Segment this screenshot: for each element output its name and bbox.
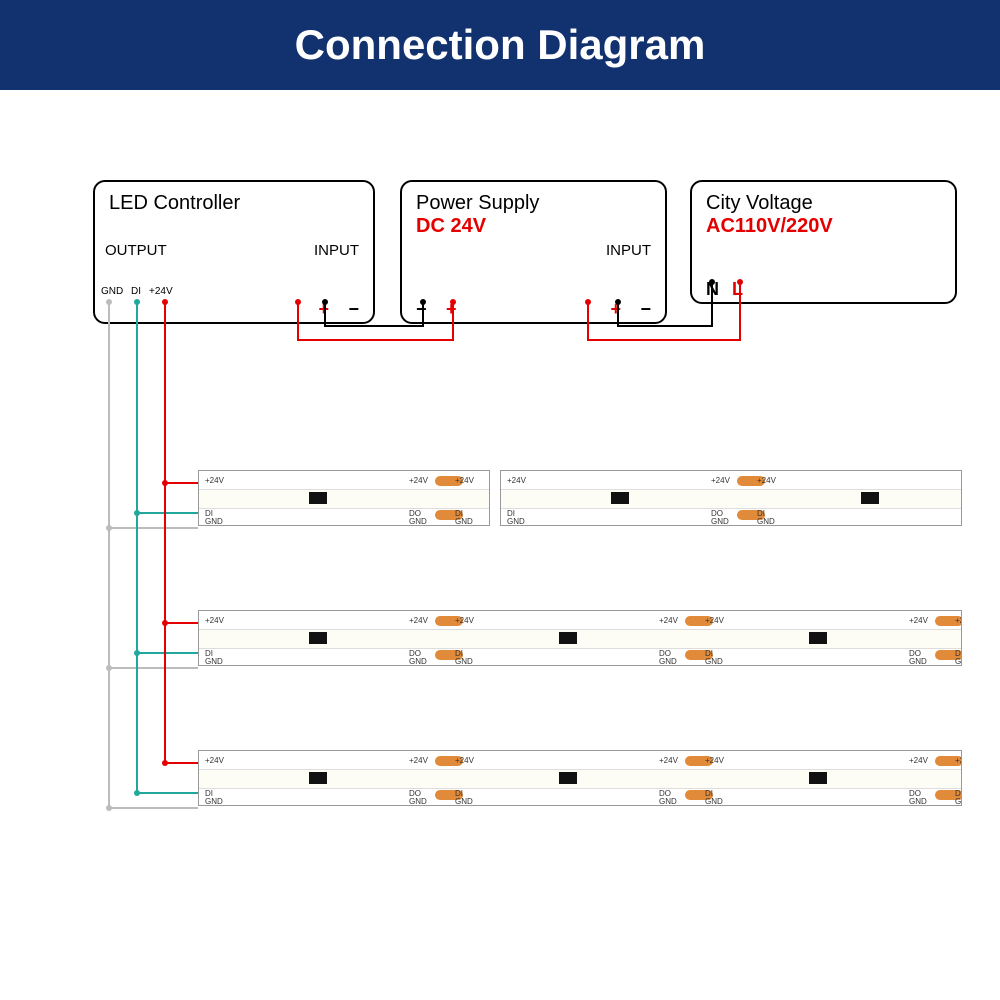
city-L: L [732,279,743,300]
page-header: Connection Diagram [0,0,1000,90]
psu-out-minus: − [416,299,427,320]
city-title: City Voltage [706,192,941,215]
city-N: N [706,279,719,300]
psu-in-plus: + [610,299,621,320]
v24-pin: +24V [149,286,173,297]
psu-out-plus: + [446,299,457,320]
psu-title: Power Supply [416,192,651,215]
led-controller-box: LED Controller OUTPUT INPUT GND DI +24V … [93,180,375,324]
led-strip: +24VDIGND+24VDOGND+24VDIGND+24VDOGND+24V… [198,610,962,666]
header-title: Connection Diagram [295,21,706,69]
led-strip: +24VDIGND+24VDOGND+24VDIGND+24VDOGND+24V… [198,470,490,526]
led-strip: +24VDIGND+24VDOGND+24VDIGND+24VDOGND+24V… [198,750,962,806]
controller-minus: − [348,299,359,320]
di-pin: DI [131,286,141,297]
gnd-pin: GND [101,286,123,297]
input-label-controller: INPUT [314,242,359,259]
led-strip: +24VDIGND+24VDOGND+24VDIGND+24VDOGND+24V… [500,470,962,526]
city-voltage-box: City Voltage AC110V/220V N L [690,180,957,304]
led-controller-title: LED Controller [109,192,359,215]
power-supply-box: Power Supply DC 24V INPUT − + + − [400,180,667,324]
controller-plus: + [318,299,329,320]
psu-input-label: INPUT [606,242,651,259]
output-label: OUTPUT [105,242,167,259]
city-sub: AC110V/220V [706,215,941,238]
psu-sub: DC 24V [416,215,651,238]
psu-in-minus: − [640,299,651,320]
